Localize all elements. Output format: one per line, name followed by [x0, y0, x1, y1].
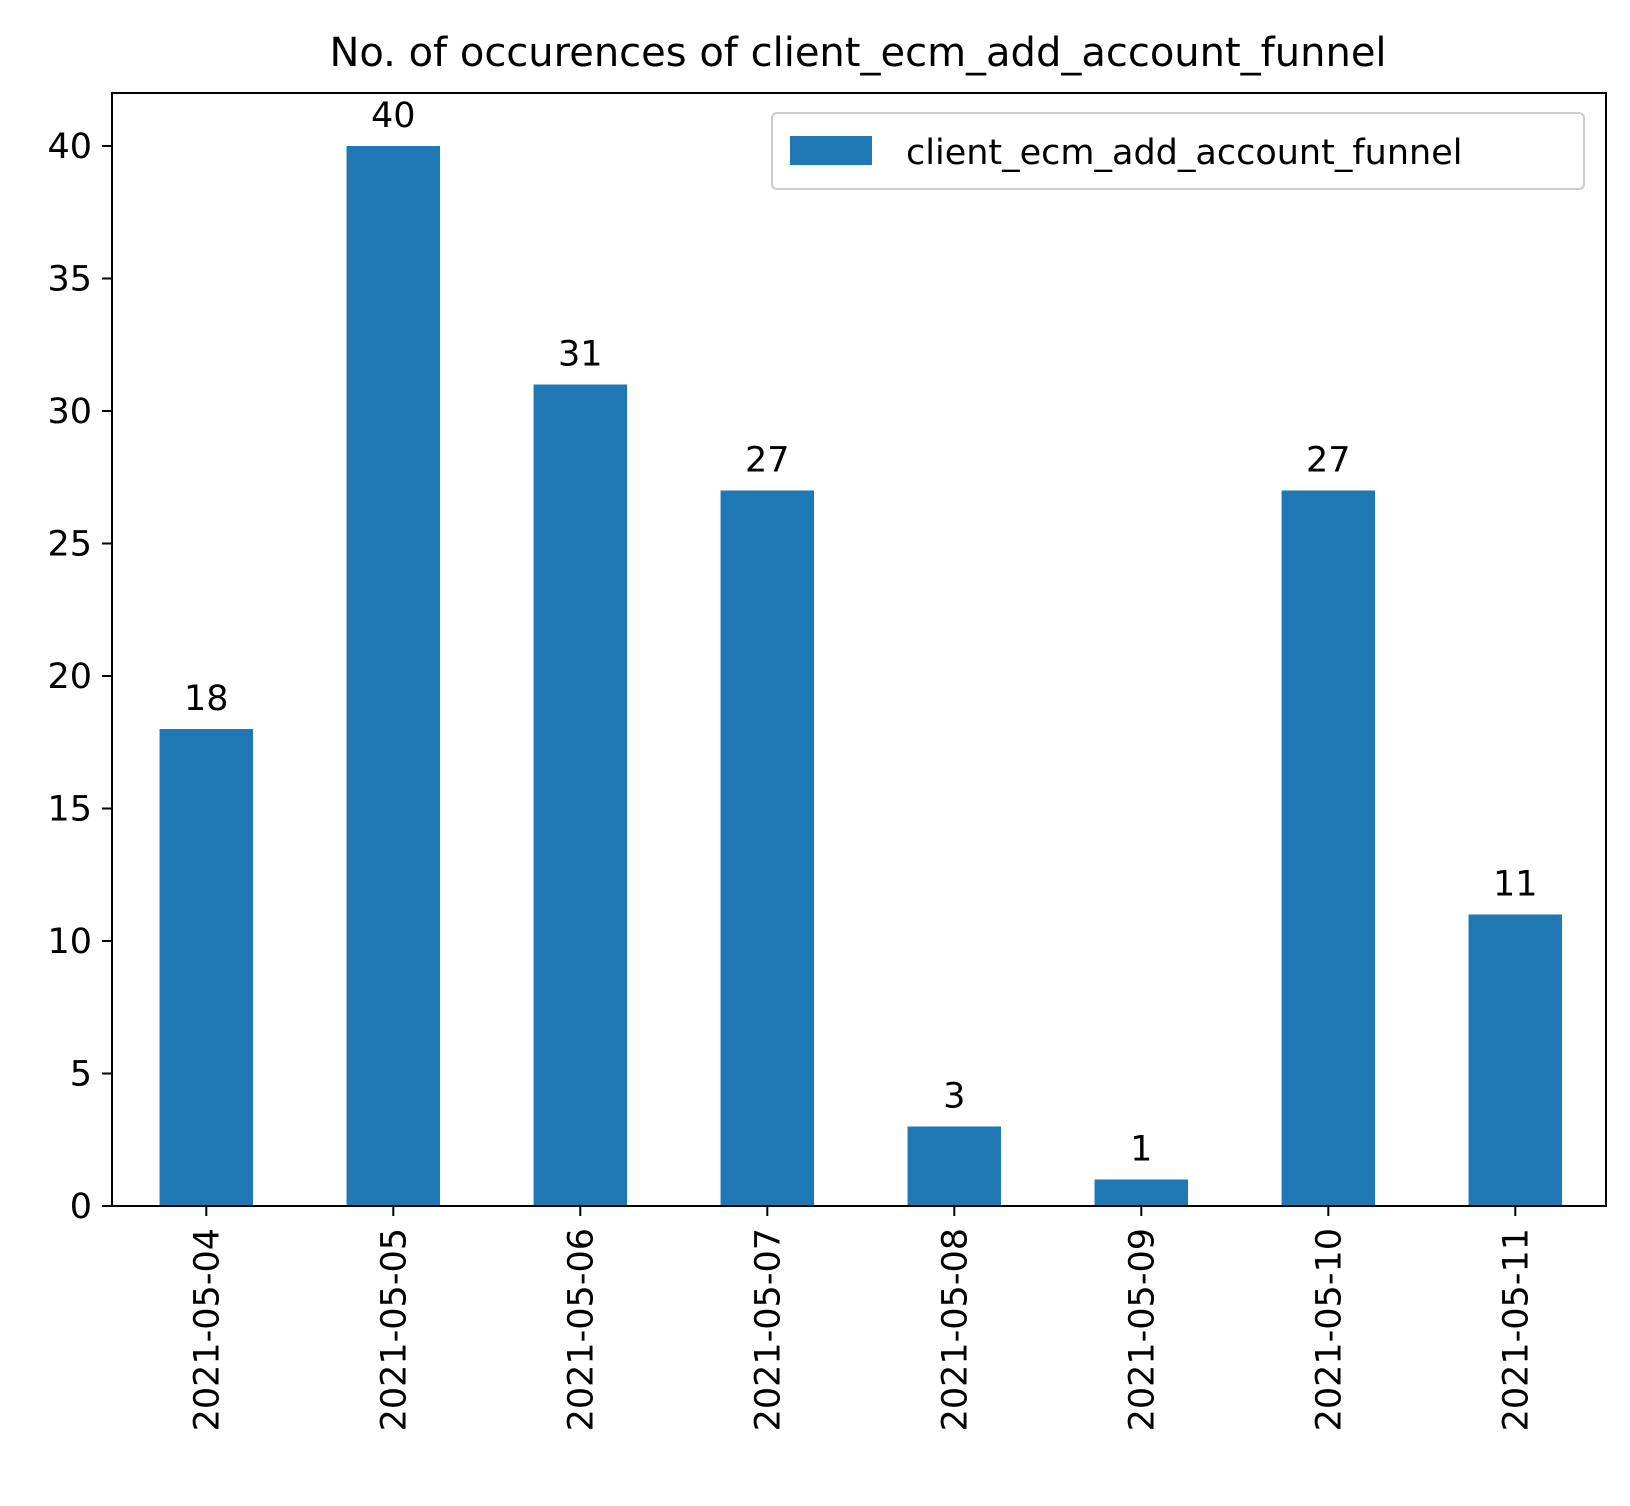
bar-value-label: 18: [184, 679, 229, 719]
x-tick-label: 2021-05-09: [1122, 1228, 1162, 1431]
y-axis: 0 5 10 15 20 25 30 35 40: [47, 127, 112, 1227]
y-tick-label: 10: [47, 922, 92, 962]
x-tick-label: 2021-05-08: [935, 1228, 975, 1431]
bar-value-label: 40: [371, 96, 416, 136]
bar: [907, 1126, 1002, 1206]
y-tick-label: 35: [47, 260, 92, 300]
x-tick-label: 2021-05-11: [1496, 1228, 1536, 1431]
bar-value-label: 27: [745, 441, 790, 481]
y-tick-label: 30: [47, 392, 92, 432]
bar: [1094, 1179, 1189, 1206]
legend: client_ecm_add_account_funnel: [771, 112, 1585, 190]
bar: [1281, 490, 1376, 1206]
bar-series: [159, 146, 1563, 1206]
legend-swatch: [790, 136, 872, 165]
bar-value-label: 3: [943, 1077, 965, 1117]
y-tick-label: 0: [70, 1187, 92, 1227]
x-tick-label: 2021-05-10: [1309, 1228, 1349, 1431]
bar-value-label: 31: [558, 335, 603, 375]
y-tick-label: 5: [70, 1055, 92, 1095]
x-tick-label: 2021-05-04: [187, 1228, 227, 1431]
x-tick-label: 2021-05-07: [748, 1228, 788, 1431]
y-tick-label: 40: [47, 127, 92, 167]
plot-frame: [111, 92, 1607, 1207]
y-tick-label: 25: [47, 525, 92, 565]
x-tick-label: 2021-05-06: [561, 1228, 601, 1431]
chart-title: No. of occurences of client_ecm_add_acco…: [329, 30, 1386, 76]
bar: [159, 729, 254, 1206]
bar-value-label: 27: [1306, 441, 1351, 481]
x-axis: 2021-05-04 2021-05-05 2021-05-06 2021-05-07…: [187, 1206, 1536, 1431]
legend-label: client_ecm_add_account_funnel: [906, 133, 1462, 173]
x-tick-label: 2021-05-05: [374, 1228, 414, 1431]
bar: [533, 384, 628, 1206]
bar: [720, 490, 815, 1206]
bar: [346, 146, 441, 1206]
bar: [1468, 914, 1563, 1206]
bar-value-label: 1: [1130, 1130, 1152, 1170]
y-tick-label: 20: [47, 657, 92, 697]
y-tick-label: 15: [47, 790, 92, 830]
legend-box: [771, 112, 1585, 190]
bar-value-label: 11: [1493, 865, 1538, 905]
